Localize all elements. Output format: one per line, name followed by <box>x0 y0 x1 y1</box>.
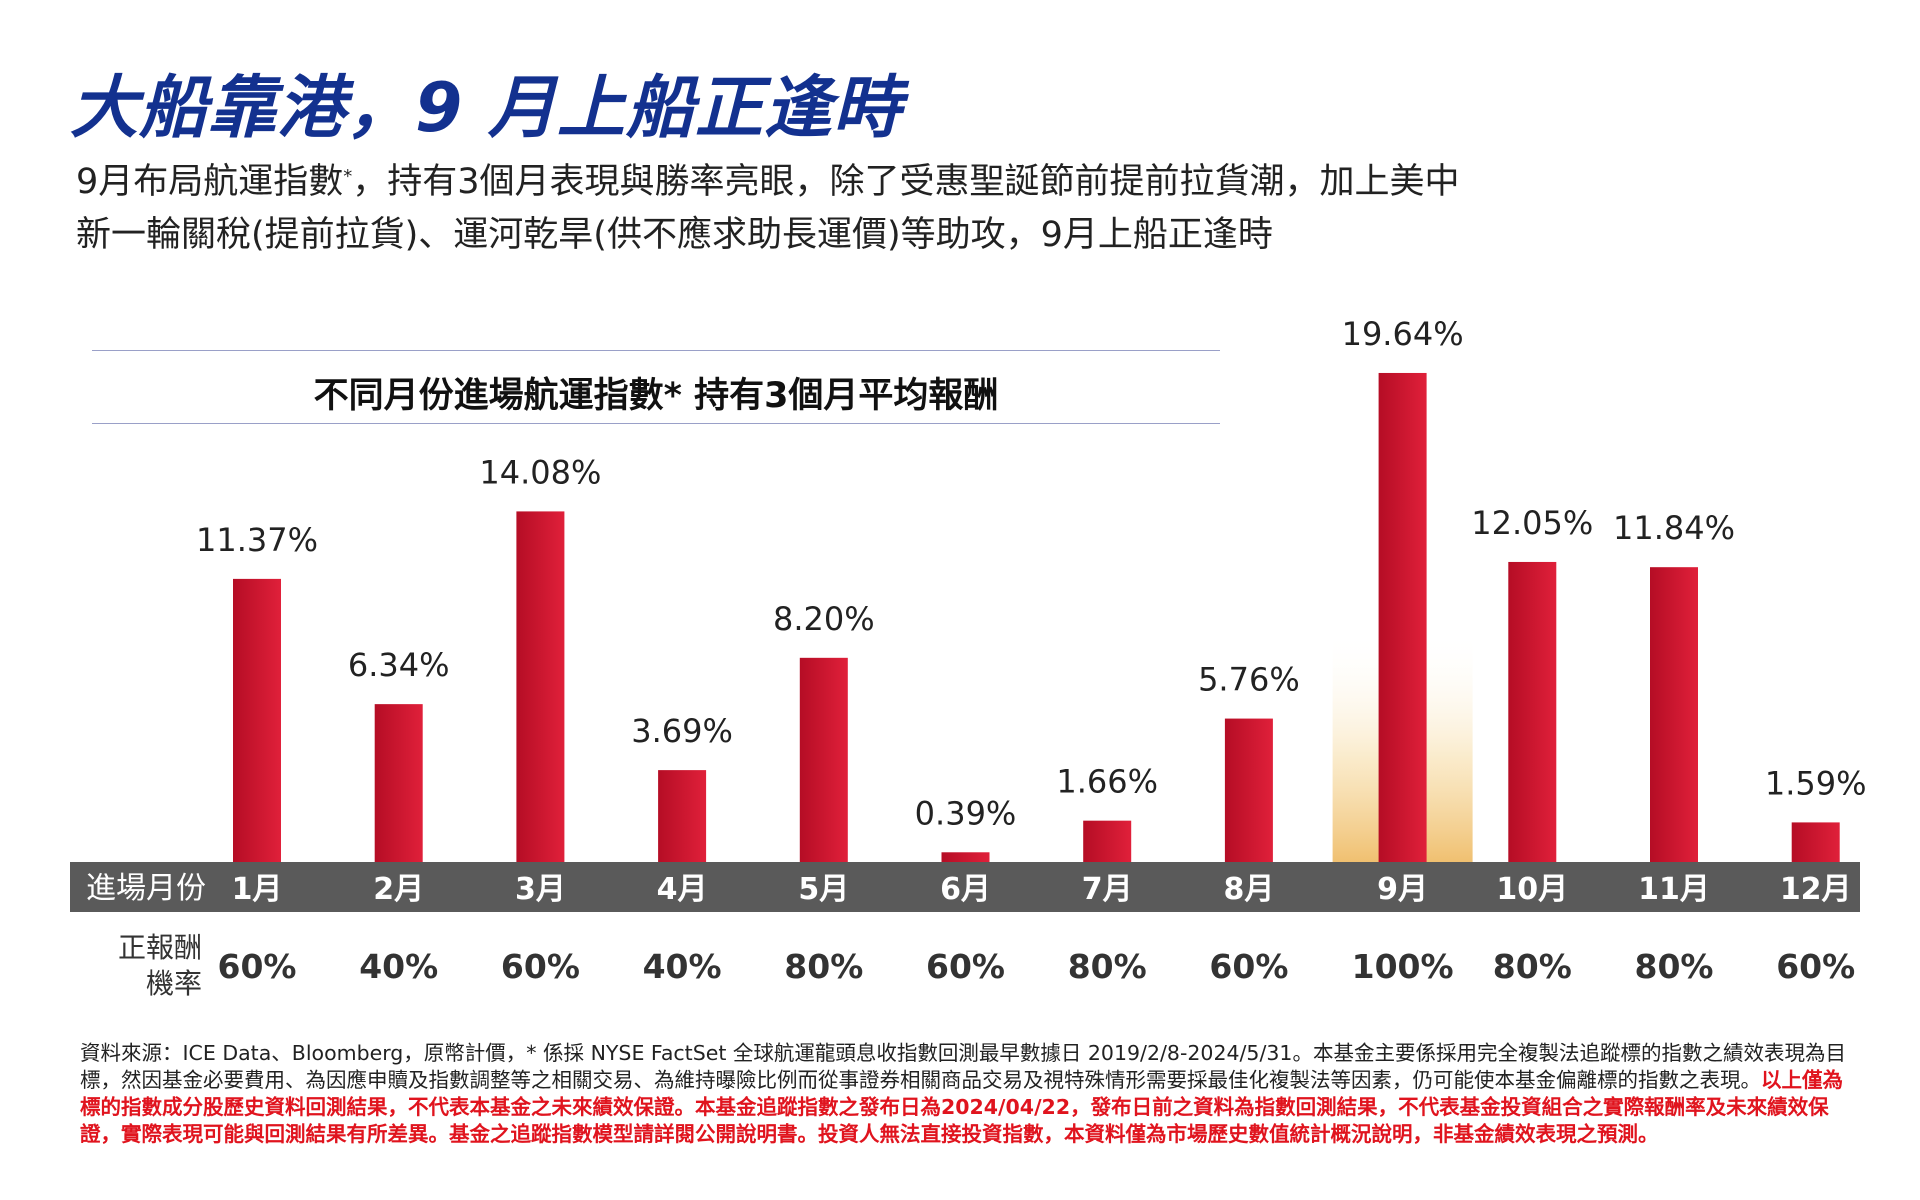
positive-rate-7: 80% <box>1068 947 1147 986</box>
bar-4 <box>658 770 707 862</box>
subtitle-line-1: 9月布局航運指數*，持有3個月表現與勝率亮眼，除了受惠聖誕節前提前拉貨潮，加上美… <box>76 156 1716 209</box>
tick-label-3: 3月 <box>515 872 566 907</box>
positive-rate-10: 80% <box>1493 947 1572 986</box>
bar-8 <box>1224 718 1273 862</box>
chart-title-box: 不同月份進場航運指數* 持有3個月平均報酬 <box>92 350 1220 424</box>
x-axis-title: 進場月份 <box>86 871 206 906</box>
bar-2 <box>374 704 423 862</box>
value-label-10: 12.05% <box>1471 504 1593 542</box>
bar-10 <box>1508 561 1557 862</box>
positive-rate-8: 60% <box>1209 947 1288 986</box>
positive-rate-2: 40% <box>359 947 438 986</box>
subtitle-line-1-post: ，持有3個月表現與勝率亮眼，除了受惠聖誕節前提前拉貨潮，加上美中 <box>352 162 1460 202</box>
bar-12 <box>1791 822 1840 862</box>
value-label-3: 14.08% <box>479 453 601 491</box>
value-label-4: 3.69% <box>631 712 733 750</box>
bar-3 <box>516 511 565 862</box>
chart-title: 不同月份進場航運指數* 持有3個月平均報酬 <box>313 376 999 416</box>
subtitle-line-1-pre: 9月布局航運指數 <box>76 162 344 202</box>
value-label-2: 6.34% <box>348 646 450 684</box>
tick-label-10: 10月 <box>1496 872 1568 907</box>
tick-label-8: 8月 <box>1223 872 1274 907</box>
page-title: 大船靠港，9 月上船正逢時 <box>70 69 902 148</box>
tick-label-12: 12月 <box>1780 872 1852 907</box>
value-label-1: 11.37% <box>196 521 318 559</box>
subtitle-asterisk: * <box>343 166 353 187</box>
positive-rate-4: 40% <box>643 947 722 986</box>
tick-label-7: 7月 <box>1082 872 1133 907</box>
tick-label-11: 11月 <box>1638 872 1710 907</box>
value-label-9: 19.64% <box>1342 315 1464 353</box>
bar-5 <box>799 657 848 862</box>
positive-rate-9: 100% <box>1352 947 1454 986</box>
value-label-5: 8.20% <box>773 600 875 638</box>
positive-rate-12: 60% <box>1776 947 1855 986</box>
positive-rate-label-line-2: 機率 <box>145 967 202 1000</box>
value-label-7: 1.66% <box>1056 763 1158 801</box>
bar-11 <box>1650 567 1698 862</box>
positive-rate-label-line-1: 正報酬 <box>117 931 202 964</box>
page-subtitle: 9月布局航運指數*，持有3個月表現與勝率亮眼，除了受惠聖誕節前提前拉貨潮，加上美… <box>76 156 1716 262</box>
footnote-disclaimer: 以上僅為標的指數成分股歷史資料回測結果，不代表本基金之未來績效保證。本基金追蹤指… <box>80 1068 1843 1146</box>
positive-rate-6: 60% <box>926 947 1005 986</box>
positive-rate-row-label: 正報酬 機率 <box>84 930 202 1002</box>
footnote-source: 資料來源：ICE Data、Bloomberg，原幣計價，* 係採 NYSE F… <box>80 1041 1846 1092</box>
bar-chart: 進場月份 11.37% 1月 60% 6.34% 2月 40% 14.08% 3月 60% 3.69… <box>70 315 1867 986</box>
bar-9 <box>1378 372 1427 862</box>
value-label-11: 11.84% <box>1613 509 1735 547</box>
tick-label-1: 1月 <box>232 872 283 907</box>
value-label-6: 0.39% <box>915 794 1017 832</box>
positive-rate-11: 80% <box>1635 947 1714 986</box>
subtitle-line-2: 新一輪關稅(提前拉貨)、運河乾旱(供不應求助長運價)等助攻，9月上船正逢時 <box>76 215 1273 255</box>
value-label-8: 5.76% <box>1198 661 1300 699</box>
tick-label-9: 9月 <box>1377 872 1428 907</box>
positive-rate-5: 80% <box>784 947 863 986</box>
footnote: 資料來源：ICE Data、Bloomberg，原幣計價，* 係採 NYSE F… <box>80 1040 1852 1148</box>
tick-label-5: 5月 <box>798 872 849 907</box>
tick-label-2: 2月 <box>373 872 424 907</box>
positive-rate-1: 60% <box>218 947 297 986</box>
bar-6 <box>941 852 990 862</box>
value-label-12: 1.59% <box>1765 764 1867 802</box>
x-axis-band <box>70 862 1860 912</box>
bar-1 <box>233 578 281 862</box>
bar-7 <box>1083 820 1132 862</box>
tick-label-6: 6月 <box>940 872 991 907</box>
tick-label-4: 4月 <box>657 872 708 907</box>
positive-rate-3: 60% <box>501 947 580 986</box>
